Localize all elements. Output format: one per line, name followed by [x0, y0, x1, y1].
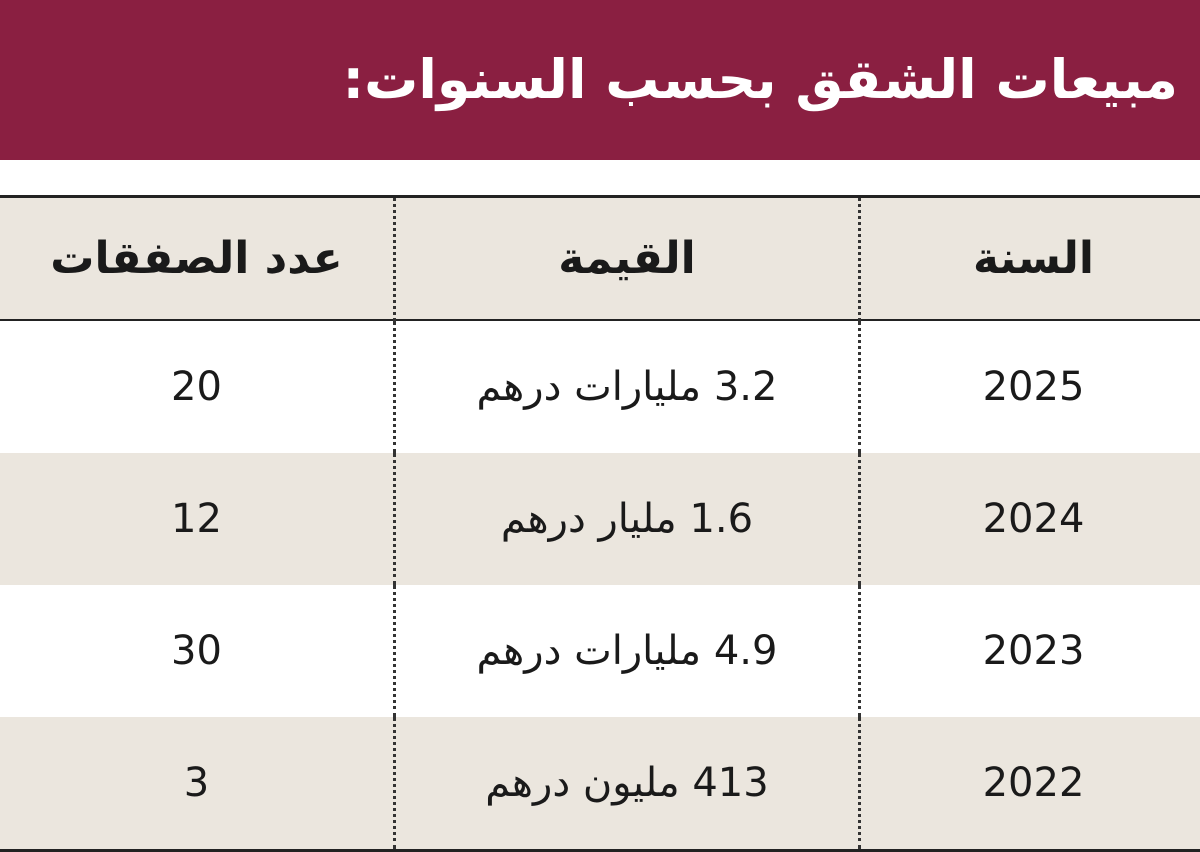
sales-table: السنة القيمة عدد الصفقات 2025 3.2 مليارا… — [0, 195, 1200, 852]
row: 2022 413 مليون درهم 3 — [0, 717, 1200, 851]
cell: 3 — [0, 717, 395, 851]
cell: 30 — [0, 585, 395, 717]
column-header: القيمة — [395, 197, 860, 321]
cell: 4.9 مليارات درهم — [395, 585, 860, 717]
cell: 2025 — [860, 320, 1200, 453]
cell: 12 — [0, 453, 395, 585]
cell: 2023 — [860, 585, 1200, 717]
cell: 2024 — [860, 453, 1200, 585]
title: مبيعات الشقق بحسب السنوات: — [342, 40, 1178, 120]
cell: 20 — [0, 320, 395, 453]
cell: 2022 — [860, 717, 1200, 851]
row: 2025 3.2 مليارات درهم 20 — [0, 320, 1200, 453]
cell: 3.2 مليارات درهم — [395, 320, 860, 453]
column-header: عدد الصفقات — [0, 197, 395, 321]
cell: 1.6 مليار درهم — [395, 453, 860, 585]
column-header: السنة — [860, 197, 1200, 321]
cell: 413 مليون درهم — [395, 717, 860, 851]
header-row: السنة القيمة عدد الصفقات — [0, 197, 1200, 321]
banner: مبيعات الشقق بحسب السنوات: — [0, 0, 1200, 160]
row: 2024 1.6 مليار درهم 12 — [0, 453, 1200, 585]
row: 2023 4.9 مليارات درهم 30 — [0, 585, 1200, 717]
